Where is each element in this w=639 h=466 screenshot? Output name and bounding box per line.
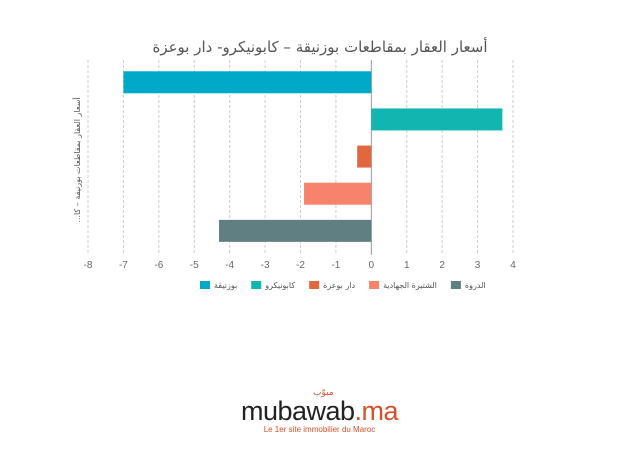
- bar: [371, 108, 503, 131]
- x-tick-label: -7: [119, 260, 128, 271]
- x-tick-label: 3: [475, 260, 481, 271]
- legend-swatch: [369, 281, 380, 289]
- logo-suffix: .ma: [354, 396, 399, 426]
- x-tick-label: -3: [261, 260, 270, 271]
- x-tick-label: 0: [369, 260, 375, 271]
- x-tick-label: -5: [190, 260, 199, 271]
- legend: بوزنيقة كابونيكرو دار بوعزة الشتيرة الجهادي…: [200, 281, 486, 290]
- bar: [123, 71, 372, 94]
- logo-arabic: مبوّب: [312, 388, 334, 398]
- x-tick-label: 4: [510, 260, 516, 271]
- legend-label: بوزنيقة: [214, 281, 237, 290]
- legend-swatch: [251, 281, 262, 289]
- bar: [304, 182, 372, 205]
- legend-swatch: [200, 281, 210, 289]
- bar: [219, 219, 372, 242]
- x-tick-label: -4: [225, 260, 234, 271]
- bars: [123, 71, 503, 242]
- x-tick-label: -2: [296, 260, 305, 271]
- legend-swatch: [450, 281, 461, 289]
- bar-chart: أسعار العقار بمقاطعات بوزنيقة – كابونيكر…: [72, 37, 517, 290]
- bar: [357, 145, 372, 168]
- logo-tagline: Le 1er site immobilier du Maroc: [263, 425, 376, 434]
- logo-wordmark: mubawab.ma مبوّب: [240, 388, 399, 427]
- mubawab-logo: mubawab.ma مبوّب Le 1er site immobilier d…: [0, 388, 639, 434]
- x-tick-label: -1: [331, 260, 340, 271]
- x-tick-label: 2: [439, 260, 445, 271]
- legend-swatch: [309, 281, 320, 289]
- x-tick-label: -6: [154, 260, 163, 271]
- legend-label: الدروة: [465, 281, 486, 290]
- y-axis-label: أسعار العقار بمقاطعات بوزنيقة – كا...: [72, 97, 82, 222]
- legend-label: الشتيرة الجهادية: [383, 281, 437, 290]
- legend-label: دار بوعزة: [323, 281, 355, 290]
- x-axis-ticks: -8 -7 -6 -5 -4 -3 -2 -1 0 1 2 3 4: [84, 260, 517, 271]
- x-tick-label: -8: [84, 260, 93, 271]
- chart-title: أسعار العقار بمقاطعات بوزنيقة – كابونيكر…: [152, 37, 487, 56]
- x-tick-label: 1: [404, 260, 410, 271]
- logo-main-text: mubawab: [240, 396, 355, 426]
- legend-label: كابونيكرو: [264, 281, 295, 290]
